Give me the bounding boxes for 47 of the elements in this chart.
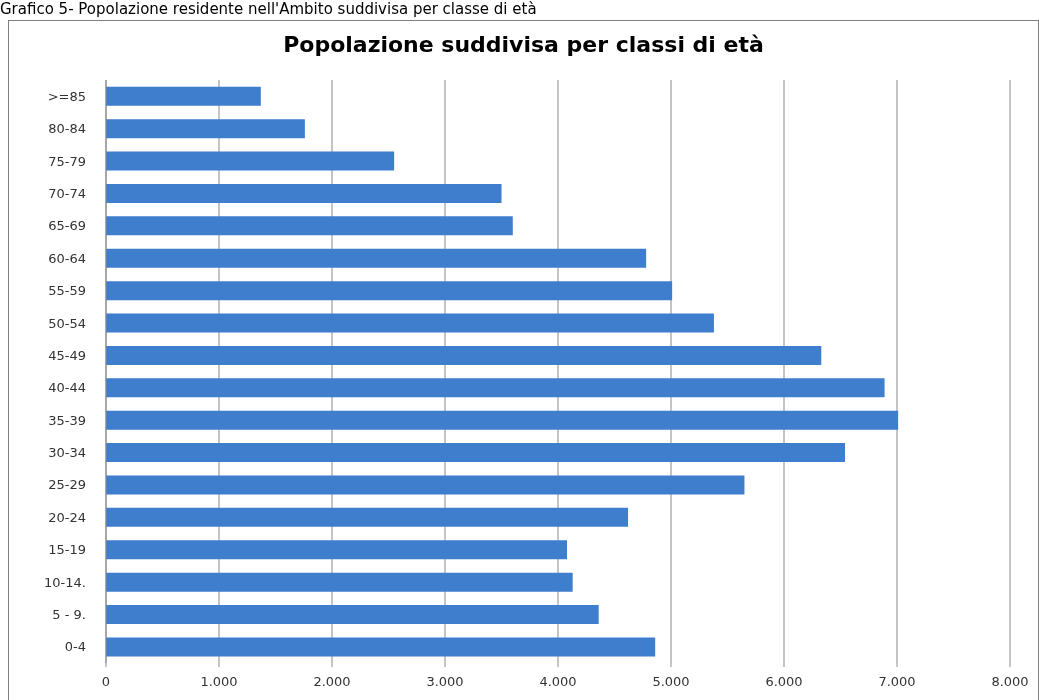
y-tick-label: 80-84 bbox=[48, 121, 86, 137]
x-tick-label: 4.000 bbox=[539, 674, 577, 690]
y-tick-label: 15-19 bbox=[48, 542, 86, 558]
bar bbox=[106, 475, 745, 495]
y-tick-label: 10-14. bbox=[44, 574, 86, 590]
x-tick-label: 6.000 bbox=[765, 674, 803, 690]
bar bbox=[106, 378, 885, 398]
y-tick-label: >=85 bbox=[47, 88, 86, 104]
x-tick-label: 1.000 bbox=[200, 674, 238, 690]
y-tick-label: 75-79 bbox=[48, 153, 86, 169]
bar bbox=[106, 572, 573, 592]
x-tick-label: 7.000 bbox=[878, 674, 916, 690]
bar bbox=[106, 151, 395, 171]
bar bbox=[106, 637, 656, 657]
y-tick-label: 40-44 bbox=[48, 380, 86, 396]
text: Grafico 5- Popolazione residente nell'Ambito suddivisa per classe di età bbox=[0, 0, 537, 18]
bar bbox=[106, 507, 629, 527]
y-tick-label: 35-39 bbox=[48, 412, 86, 428]
x-tick-label: 0 bbox=[101, 674, 111, 690]
y-tick-label: 25-29 bbox=[48, 477, 86, 493]
y-tick-label: 55-59 bbox=[48, 283, 86, 299]
x-tick-label: 3.000 bbox=[426, 674, 464, 690]
bar bbox=[106, 183, 502, 203]
bar bbox=[106, 86, 261, 106]
y-tick-label: 50-54 bbox=[48, 315, 86, 331]
bar bbox=[106, 605, 599, 625]
bar bbox=[106, 345, 822, 365]
y-tick-label: 30-34 bbox=[48, 445, 86, 461]
y-tick-label: 0-4 bbox=[64, 639, 86, 655]
bar bbox=[106, 281, 673, 301]
bar bbox=[106, 248, 647, 268]
bar bbox=[106, 119, 305, 139]
x-tick-label: 2.000 bbox=[313, 674, 351, 690]
y-tick-label: 60-64 bbox=[48, 250, 86, 266]
chart-title: Popolazione suddivisa per classi di età bbox=[282, 31, 765, 59]
x-tick-label: 8.000 bbox=[991, 674, 1029, 690]
y-tick-label: 70-74 bbox=[48, 185, 86, 201]
bar bbox=[106, 540, 568, 560]
y-tick-label: 20-24 bbox=[48, 509, 86, 525]
y-tick-label: 45-49 bbox=[48, 347, 86, 363]
bar bbox=[106, 443, 846, 463]
bar bbox=[106, 216, 513, 236]
bar bbox=[106, 313, 714, 333]
x-tick-label: 5.000 bbox=[652, 674, 690, 690]
bar bbox=[106, 410, 899, 430]
y-tick-label: 65-69 bbox=[48, 218, 86, 234]
y-tick-label: 5 - 9. bbox=[52, 607, 86, 623]
